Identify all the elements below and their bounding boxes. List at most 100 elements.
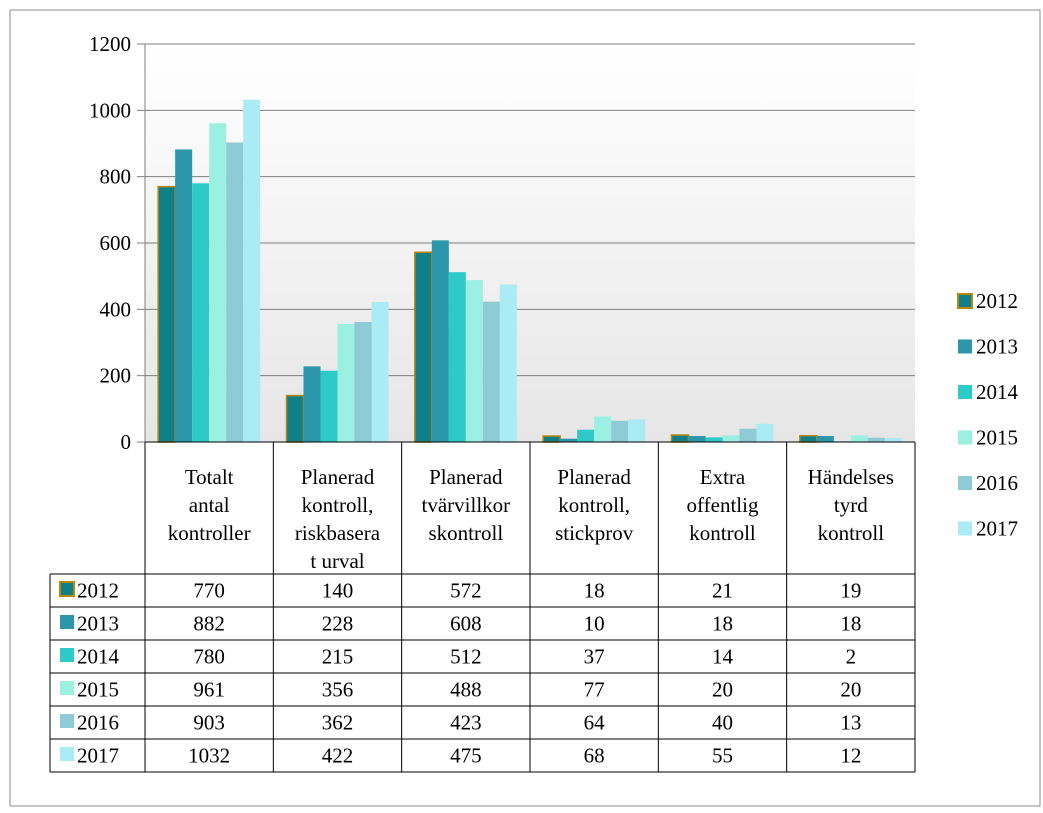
category-label: Planerad [429, 465, 503, 489]
bar-2016 [226, 142, 244, 442]
data-table: Totalt antal kontroller Planerad kontroll, ri… [49, 441, 916, 773]
legend-label: 2017 [976, 517, 1018, 541]
category-label: antal [189, 493, 230, 517]
legend-key [958, 476, 972, 490]
table-cell: 20 [840, 678, 861, 702]
category-label: skontroll [428, 521, 503, 545]
bar-2015 [850, 435, 868, 442]
category-label: kontroller [168, 521, 251, 545]
bar-2012 [670, 434, 690, 443]
bar-2013 [816, 436, 834, 442]
table-series-name: 2017 [77, 744, 119, 768]
table-series-name: 2013 [77, 612, 119, 636]
table-cell: 18 [840, 612, 861, 636]
table-cell: 20 [712, 678, 733, 702]
table-cell: 18 [584, 579, 605, 603]
table-cell: 362 [322, 711, 354, 735]
table-cell: 961 [193, 678, 225, 702]
category-label: kontroll [689, 521, 756, 545]
table-cell: 512 [450, 645, 482, 669]
table-cell: 488 [450, 678, 482, 702]
table-cell: 21 [712, 579, 733, 603]
table-cell: 55 [712, 744, 733, 768]
y-tick-label: 1000 [89, 98, 131, 122]
table-series-key [59, 581, 75, 597]
bar-2017 [371, 302, 389, 442]
table-cell: 140 [322, 579, 354, 603]
table-cell: 19 [840, 579, 861, 603]
bar-2015 [594, 416, 612, 442]
y-axis-tick-labels: 0 200 400 600 800 1000 1200 [89, 32, 131, 454]
table-series-name: 2015 [77, 678, 119, 702]
table-series-key [60, 714, 74, 728]
bar-2013 [431, 240, 449, 442]
table-cell: 12 [840, 744, 861, 768]
bar-2017 [628, 419, 646, 442]
bar-2014 [577, 429, 595, 442]
bar-2012 [414, 251, 433, 443]
table-cell: 18 [712, 612, 733, 636]
table-cell: 1032 [188, 744, 230, 768]
legend: 2012 2013 2014 2015 2016 2017 [957, 289, 1019, 541]
table-cell: 780 [193, 645, 225, 669]
table-series-key [60, 681, 74, 695]
table-cell: 422 [322, 744, 354, 768]
y-tick-label: 600 [100, 231, 132, 255]
bar-2013 [688, 436, 706, 442]
category-label: Planerad [301, 465, 375, 489]
table-cell: 770 [193, 579, 225, 603]
bar-2015 [337, 323, 355, 442]
table-cell: 215 [322, 645, 354, 669]
table-cell: 37 [584, 645, 605, 669]
bar-2014 [320, 370, 338, 442]
bar-2017 [884, 438, 902, 442]
category-label: tvärvillkor [422, 493, 511, 517]
category-label: t urval [310, 549, 364, 573]
table-cell: 68 [584, 744, 605, 768]
legend-key [957, 293, 973, 309]
table-cell: 608 [450, 612, 482, 636]
bar-2014 [448, 272, 466, 442]
table-cell: 903 [193, 711, 225, 735]
table-cell: 2 [846, 645, 857, 669]
category-label: Extra [700, 465, 746, 489]
legend-key [958, 521, 972, 536]
table-series-name: 2012 [77, 579, 119, 603]
table-series-name: 2016 [77, 711, 119, 735]
bars [157, 99, 902, 443]
bar-2016 [354, 321, 372, 442]
bar-2013 [175, 149, 193, 442]
bar-2013 [303, 366, 321, 442]
legend-label: 2012 [976, 289, 1018, 313]
category-label: kontroll, [558, 493, 630, 517]
table-series-key [60, 747, 74, 761]
table-cell: 64 [584, 711, 606, 735]
legend-key [958, 339, 972, 354]
y-tick-label: 400 [100, 297, 132, 321]
legend-label: 2013 [976, 335, 1018, 359]
table-cell: 10 [584, 612, 605, 636]
table-series-key [60, 648, 74, 662]
table-series-key [60, 615, 74, 629]
bar-2012 [285, 394, 305, 443]
y-tick-label: 200 [100, 364, 132, 388]
category-label: Händelses [808, 465, 894, 489]
category-label: tyrd [834, 493, 868, 517]
category-label: kontroll, [302, 493, 374, 517]
bar-2014 [192, 183, 210, 443]
table-cell: 14 [712, 645, 734, 669]
legend-label: 2015 [976, 426, 1018, 450]
legend-label: 2014 [976, 380, 1019, 404]
bar-2012 [799, 434, 818, 443]
table-cell: 882 [193, 612, 225, 636]
bar-2016 [482, 301, 500, 442]
table-cell: 13 [840, 711, 861, 735]
category-label: riskbasera [295, 521, 381, 545]
bar-2016 [739, 428, 757, 442]
y-tick-label: 0 [121, 430, 132, 454]
bar-2015 [209, 123, 227, 442]
table-cell: 423 [450, 711, 482, 735]
bar-2017 [756, 423, 774, 442]
legend-label: 2016 [976, 471, 1018, 495]
